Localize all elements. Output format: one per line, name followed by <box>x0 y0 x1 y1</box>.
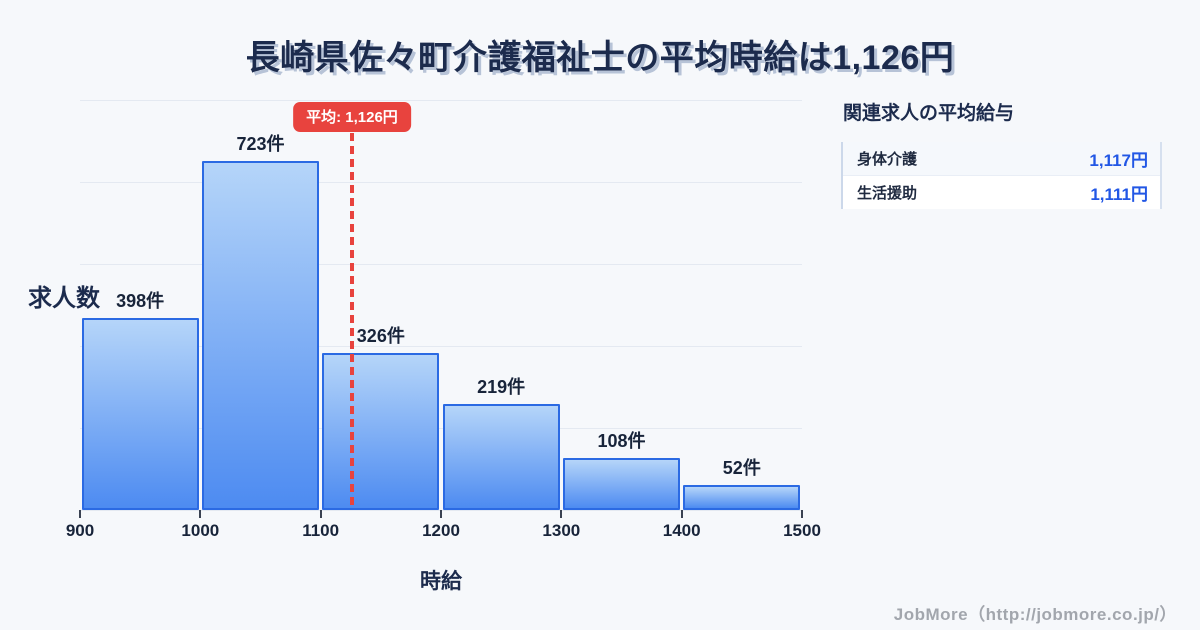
histogram-bar <box>201 161 320 510</box>
x-tick-label: 900 <box>65 521 95 540</box>
page-title: 長崎県佐々町介護福祉士の平均時給は1,126円 <box>245 39 955 77</box>
gridline <box>80 346 802 347</box>
histogram-plot: 398件 723件 326件 219件 108件 52件 900 1000 1100 1200 13… <box>66 100 821 540</box>
bar-value-label: 398件 <box>116 291 165 311</box>
bar-value-label: 723件 <box>236 134 285 154</box>
x-tick-mark <box>199 510 202 518</box>
x-tick-label: 1500 <box>783 521 821 540</box>
y-axis-label: 求人数 <box>28 285 100 312</box>
bar-value-label: 52件 <box>722 458 761 478</box>
x-tick-mark <box>680 510 683 518</box>
x-tick-mark <box>319 510 322 518</box>
x-tick-label: 1200 <box>422 521 460 540</box>
related-job-value: 1,117円 <box>1089 151 1148 170</box>
gridline <box>80 182 802 183</box>
histogram-bar <box>322 353 440 510</box>
x-tick-mark <box>79 510 81 518</box>
related-jobs-list: 身体介護 1,117円 生活援助 1,111円 <box>841 142 1162 209</box>
related-job-value: 1,111円 <box>1090 185 1148 204</box>
x-tick-mark <box>440 510 442 518</box>
gridline <box>80 264 802 265</box>
related-job-label: 生活援助 <box>857 185 918 202</box>
mean-line <box>349 133 354 510</box>
related-job-row: 生活援助 1,111円 <box>843 176 1160 209</box>
side-panel-heading: 関連求人の平均給与 <box>843 103 1015 124</box>
related-job-label: 身体介護 <box>857 151 918 168</box>
footer-credit: JobMore（http://jobmore.co.jp/） <box>893 605 1177 624</box>
bar-value-label: 326件 <box>356 326 405 346</box>
bar-value-label: 108件 <box>597 431 646 451</box>
x-axis-label: 時給 <box>420 570 462 593</box>
x-tick-label: 1400 <box>662 521 701 540</box>
histogram-bar <box>81 318 199 510</box>
x-tick-mark <box>560 510 563 518</box>
x-tick-mark <box>801 510 803 518</box>
x-tick-label: 1000 <box>181 521 220 540</box>
x-tick-label: 1300 <box>542 521 581 540</box>
histogram-bar <box>683 485 801 510</box>
histogram-bar <box>442 404 560 510</box>
gridline <box>80 100 802 101</box>
gridline <box>80 428 802 429</box>
bar-value-label: 219件 <box>477 377 526 397</box>
x-tick-label: 1100 <box>302 521 340 540</box>
mean-badge: 平均: 1,126円 <box>293 102 411 132</box>
related-job-row: 身体介護 1,117円 <box>843 142 1160 176</box>
histogram-bar <box>562 458 681 510</box>
